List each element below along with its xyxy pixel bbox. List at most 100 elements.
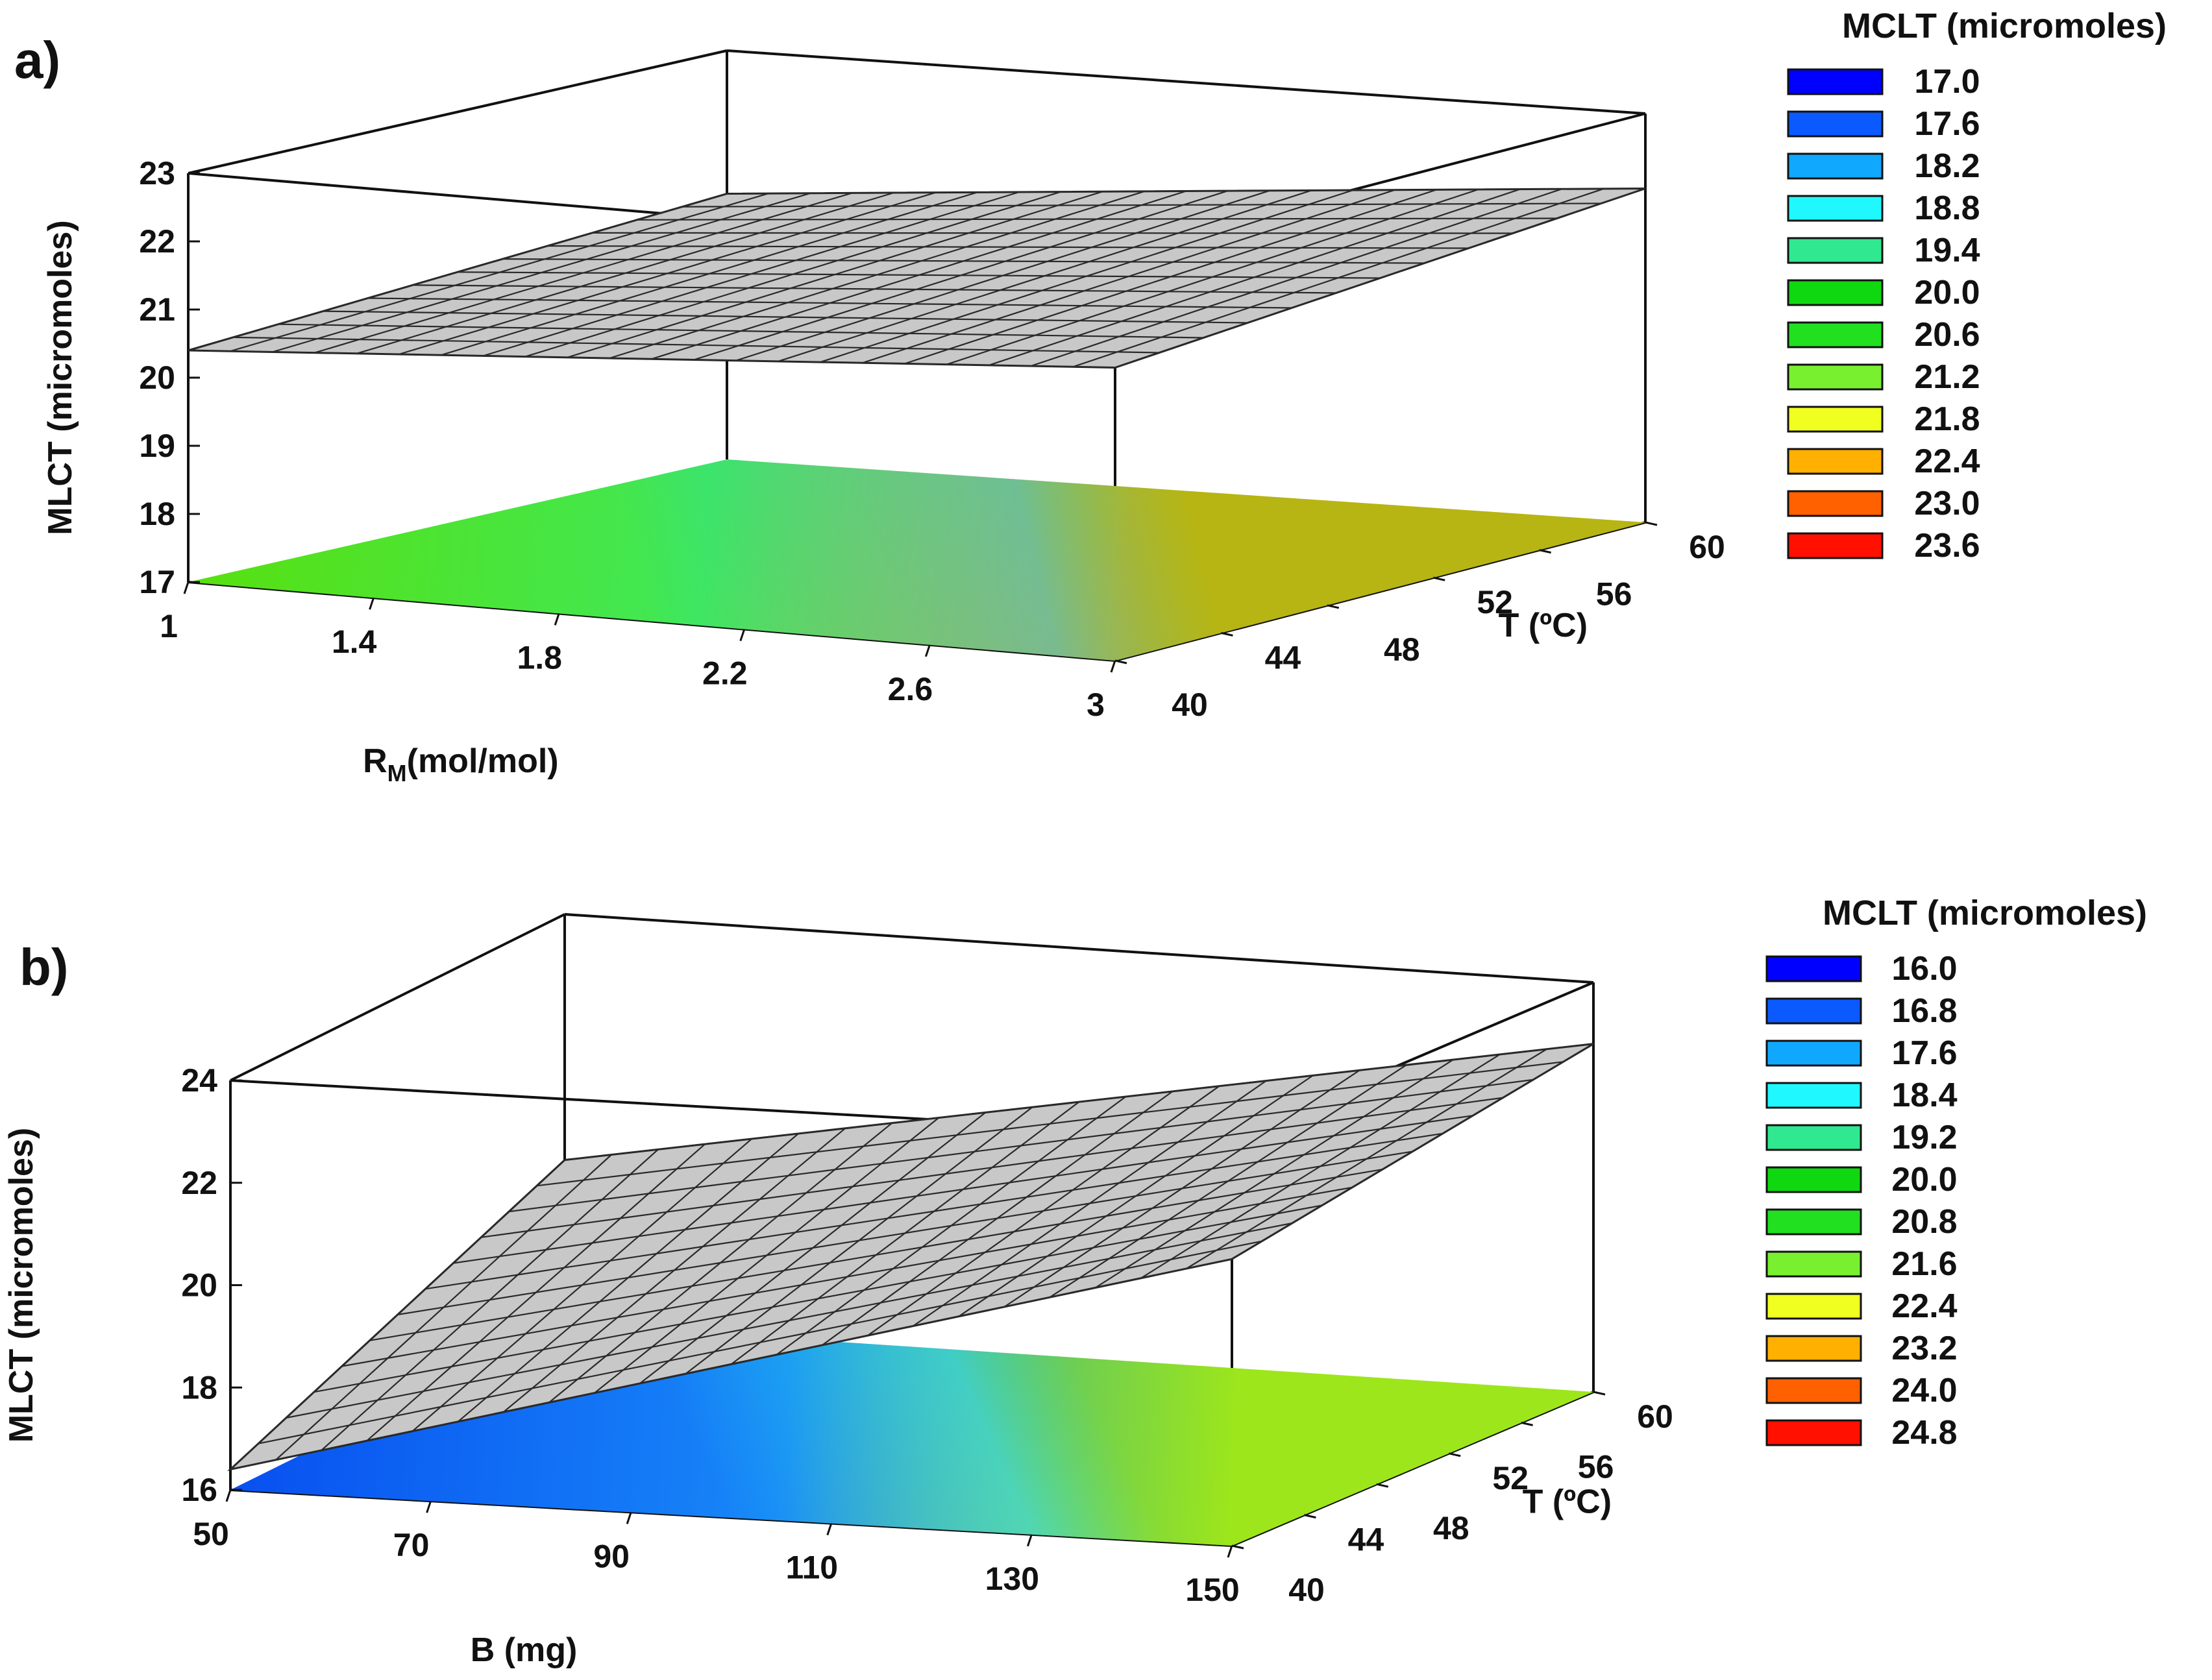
legend-swatch	[1787, 68, 1884, 95]
x-tick-label: 1.8	[517, 639, 562, 676]
y-tick-label: 52	[1492, 1460, 1529, 1496]
z-tick-label: 17	[139, 564, 175, 600]
x-tick-label: 70	[393, 1527, 430, 1563]
x-axis-title: RM(mol/mol)	[363, 742, 559, 786]
panel-label: a)	[14, 31, 60, 89]
y-tick-label: 44	[1265, 639, 1301, 676]
legend-value: 23.6	[1914, 527, 1980, 565]
surface-mesh-line	[509, 1078, 1534, 1213]
surface-mesh-line	[188, 349, 1116, 369]
x-tick-label: 2.2	[702, 655, 748, 692]
legend-value: 17.6	[1891, 1034, 1957, 1072]
surface-mesh-line	[502, 258, 1425, 264]
legend-swatch	[1787, 406, 1884, 433]
legend-swatch	[1787, 363, 1884, 391]
surface-mesh-line	[682, 202, 1601, 208]
z-tick-label: 18	[181, 1369, 217, 1406]
surface-mesh-line	[341, 1186, 1353, 1367]
legend-swatch	[1787, 152, 1884, 180]
legend-value: 17.6	[1914, 105, 1980, 143]
x-tick-label: 1	[160, 608, 178, 644]
x-tick-mark	[626, 1511, 632, 1524]
legend-value: 20.0	[1891, 1161, 1957, 1199]
legend-swatch	[1765, 955, 1862, 982]
y-tick-mark	[1304, 1514, 1316, 1519]
y-tick-mark	[1221, 631, 1233, 637]
x-tick-mark	[826, 1523, 833, 1536]
x-tick-mark	[369, 597, 375, 610]
surface-mesh-line	[564, 1043, 1594, 1161]
box-edge	[726, 49, 1646, 115]
floor-contour-overlay	[188, 459, 1645, 661]
legend-swatch	[1765, 997, 1862, 1025]
panel-label: b)	[19, 938, 69, 996]
surface-mesh-line	[397, 1150, 1413, 1316]
x-tick-mark	[426, 1500, 432, 1513]
y-tick-mark	[1376, 1483, 1389, 1488]
legend-swatch	[1765, 1208, 1862, 1236]
x-axis-title: B (mg)	[471, 1631, 578, 1669]
x-tick-label: 1.4	[332, 624, 377, 660]
x-tick-label: 2.6	[888, 671, 933, 707]
legend-value: 23.2	[1891, 1330, 1957, 1367]
legend-title: MCLT (micromoles)	[1823, 894, 2147, 932]
surface-mesh-line	[367, 297, 1292, 309]
surface-mesh-line	[457, 271, 1381, 279]
x-tick-label: 150	[1185, 1572, 1239, 1608]
surface-mesh-line	[481, 1097, 1503, 1238]
x-tick-mark	[924, 644, 931, 657]
legend-value: 20.6	[1914, 316, 1980, 354]
x-axis-title-sub: M	[387, 760, 407, 786]
z-tick-label: 24	[181, 1062, 217, 1099]
surface-mesh-line	[726, 188, 1646, 195]
y-axis-title: T (ºC)	[1523, 1483, 1612, 1521]
surface-mesh-line	[547, 245, 1469, 249]
legend-swatch	[1787, 532, 1884, 559]
legend-value: 20.0	[1914, 274, 1980, 311]
surface-mesh-line	[592, 232, 1513, 234]
legend-value: 18.8	[1914, 189, 1980, 227]
y-tick-label: 52	[1477, 584, 1513, 620]
z-tick-label: 19	[139, 428, 175, 464]
x-tick-label: 3	[1087, 687, 1105, 723]
y-tick-mark	[1448, 1452, 1461, 1457]
surface-mesh-line	[425, 1132, 1444, 1290]
surface-mesh-line	[230, 1258, 1233, 1470]
legend-swatch	[1787, 237, 1884, 264]
legend-swatch	[1787, 110, 1884, 138]
legend-value: 17.0	[1914, 63, 1980, 101]
legend-swatch	[1765, 1293, 1862, 1320]
chart-panel-b: b) 16 18 20 22 24 MLCT (micromoles) 50 70 90 110 13…	[3, 894, 2147, 1669]
legend-value: 21.2	[1914, 358, 1980, 396]
x-tick-mark	[739, 629, 746, 642]
legend-value: 18.4	[1891, 1077, 1957, 1114]
legend-value: 22.4	[1891, 1287, 1957, 1325]
surface-mesh-line	[637, 217, 1557, 221]
legend: MCLT (micromoles) 16.0 16.8 17.6 18.4 19.2 20.…	[1765, 894, 2147, 1452]
y-tick-mark	[1645, 521, 1658, 526]
z-tick-label: 22	[181, 1165, 217, 1201]
legend-value: 24.0	[1891, 1372, 1957, 1409]
legend-swatch	[1765, 1419, 1862, 1446]
y-tick-mark	[1231, 1544, 1244, 1550]
legend-swatch	[1765, 1377, 1862, 1404]
y-tick-label: 56	[1596, 576, 1632, 613]
chart-panel-a: a) 17 18 19 20 21 22 23 MLCT (micromoles) 1 1.4 1.8…	[14, 6, 2167, 786]
y-tick-label: 60	[1689, 529, 1725, 565]
y-tick-label: 48	[1384, 631, 1420, 668]
box-edge	[564, 913, 1594, 984]
y-tick-mark	[1432, 576, 1445, 581]
x-axis-title-main: B (mg)	[471, 1631, 578, 1669]
x-tick-mark	[225, 1489, 232, 1502]
y-tick-label: 48	[1433, 1510, 1469, 1546]
z-tick-label: 16	[181, 1472, 217, 1508]
surface-mesh-line	[323, 310, 1248, 324]
y-axis-title: T (ºC)	[1499, 607, 1588, 644]
legend-swatch	[1787, 279, 1884, 306]
y-tick-mark	[1593, 1391, 1606, 1396]
legend-swatch	[1787, 490, 1884, 517]
box-edge	[188, 49, 728, 175]
legend-value: 19.2	[1891, 1119, 1957, 1156]
y-tick-mark	[1539, 549, 1551, 554]
